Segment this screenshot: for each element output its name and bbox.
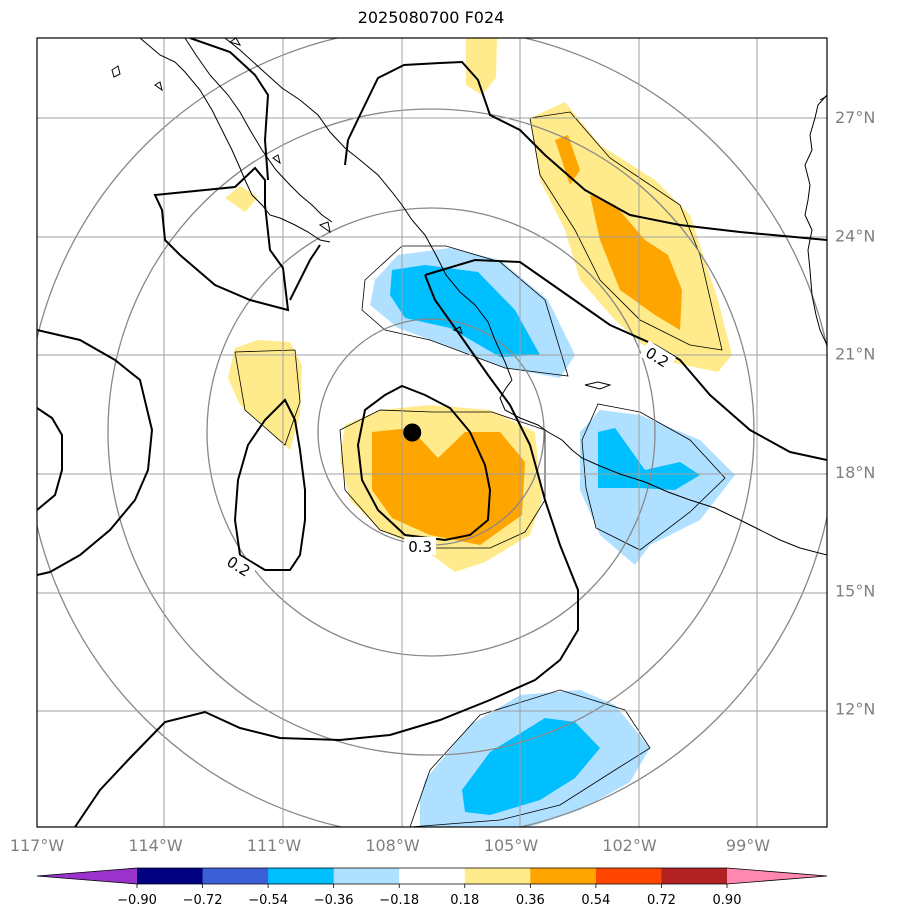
colorbar-tick-label: 0.36 [516, 893, 545, 908]
colorbar-tick-label: 0.72 [647, 893, 676, 908]
lat-tick-labels: 27°N 24°N 21°N 18°N 15°N 12°N [835, 108, 875, 719]
lon-tick-labels: 117°W 114°W 111°W 108°W 105°W 102°W 99°W [10, 836, 770, 855]
fill-top-yellow [466, 38, 497, 95]
colorbar: −0.90 −0.72 −0.54 −0.36 −0.18 0.18 0.36 0.54 0.7… [36, 867, 828, 908]
contour-label-bg [404, 536, 437, 555]
colorbar-tick-label: −0.54 [248, 893, 288, 908]
colorbar-segment [137, 868, 204, 884]
colorbar-segment [595, 868, 662, 884]
plot-frame [36, 37, 828, 828]
lat-tick-label: 21°N [835, 345, 875, 364]
lat-tick-label: 18°N [835, 463, 875, 482]
storm-center-marker [403, 423, 422, 442]
colorbar-segment [661, 868, 728, 884]
lat-tick-label: 12°N [835, 700, 875, 719]
fill-center-orange [372, 428, 525, 545]
contour-label-bg [220, 549, 258, 582]
lat-tick-label: 15°N [835, 581, 875, 600]
lon-tick-label: 111°W [247, 836, 302, 855]
fill-north-blue [390, 265, 540, 357]
fill-outlines [234, 111, 726, 827]
lon-tick-label: 114°W [128, 836, 183, 855]
contour-label: 0.3 [408, 538, 432, 556]
colorbar-tick-label: 0.18 [450, 893, 479, 908]
colorbar-segment [399, 868, 466, 884]
colorbar-tick-label: −0.36 [314, 893, 354, 908]
lat-tick-label: 24°N [835, 226, 875, 245]
fill-south-blue [462, 718, 600, 815]
fill-ne-orange [555, 135, 682, 330]
fill-nw-yellow [225, 186, 258, 212]
colorbar-tick-label: 0.54 [581, 893, 610, 908]
colorbar-tick-label: 0.90 [713, 893, 742, 908]
colorbar-segment [464, 868, 531, 884]
colorbar-extend-high [727, 868, 827, 884]
colorbar-segment [202, 868, 269, 884]
lat-tick-label: 27°N [835, 108, 875, 127]
colorbar-tick-label: −0.72 [183, 893, 223, 908]
lon-tick-label: 108°W [365, 836, 420, 855]
lon-tick-label: 99°W [726, 836, 770, 855]
colorbar-tick-label: −0.18 [379, 893, 419, 908]
colorbar-segment [268, 868, 335, 884]
contour-label-bg [639, 340, 677, 373]
graticule [37, 38, 827, 827]
lon-tick-label: 102°W [602, 836, 657, 855]
coastlines [111, 38, 827, 556]
chart-title: 2025080700 F024 [357, 8, 505, 27]
colorbar-tick-label: −0.90 [117, 893, 157, 908]
lon-tick-label: 117°W [10, 836, 65, 855]
colorbar-extend-low [37, 868, 137, 884]
lon-tick-label: 105°W [484, 836, 539, 855]
colorbar-segment [333, 868, 400, 884]
colorbar-segment [530, 868, 597, 884]
